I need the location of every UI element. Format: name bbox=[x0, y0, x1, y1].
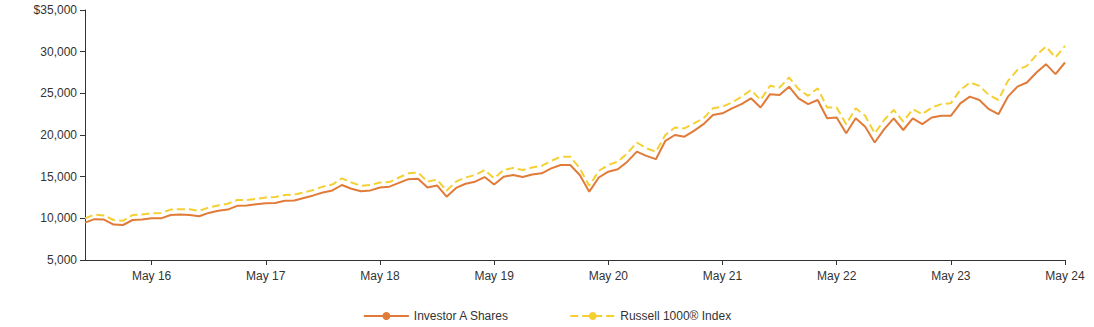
svg-text:30,000: 30,000 bbox=[40, 45, 77, 59]
svg-text:May 22: May 22 bbox=[817, 269, 857, 283]
svg-text:May 16: May 16 bbox=[132, 269, 172, 283]
svg-text:$35,000: $35,000 bbox=[34, 3, 78, 17]
svg-text:May 18: May 18 bbox=[360, 269, 400, 283]
svg-text:May 21: May 21 bbox=[703, 269, 743, 283]
svg-text:Investor A Shares: Investor A Shares bbox=[414, 309, 508, 323]
svg-text:May 23: May 23 bbox=[931, 269, 971, 283]
svg-text:5,000: 5,000 bbox=[47, 253, 77, 267]
svg-text:15,000: 15,000 bbox=[40, 170, 77, 184]
svg-text:10,000: 10,000 bbox=[40, 211, 77, 225]
svg-text:May 17: May 17 bbox=[246, 269, 286, 283]
svg-text:May 20: May 20 bbox=[589, 269, 629, 283]
svg-text:Russell 1000® Index: Russell 1000® Index bbox=[620, 309, 731, 323]
svg-text:25,000: 25,000 bbox=[40, 86, 77, 100]
svg-text:May 24: May 24 bbox=[1045, 269, 1085, 283]
svg-text:May 19: May 19 bbox=[474, 269, 514, 283]
svg-text:20,000: 20,000 bbox=[40, 128, 77, 142]
